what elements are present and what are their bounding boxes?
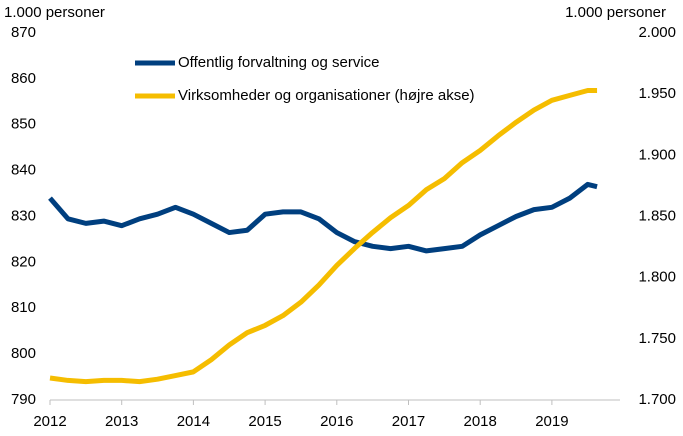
- y-tick-label: 830: [11, 207, 36, 224]
- y2-tick-label: 1.850: [638, 207, 676, 224]
- y-tick-label: 810: [11, 299, 36, 316]
- y2-tick-label: 1.950: [638, 85, 676, 102]
- legend-label: Offentlig forvaltning og service: [178, 54, 380, 71]
- x-tick-label: 2018: [464, 413, 497, 430]
- y-tick-label: 850: [11, 116, 36, 133]
- y-axis-label: 1.000 personer: [4, 4, 105, 21]
- y-tick-label: 800: [11, 345, 36, 362]
- y-tick-label: 870: [11, 24, 36, 41]
- legend-label: Virksomheder og organisationer (højre ak…: [178, 87, 475, 104]
- y-tick-label: 860: [11, 70, 36, 87]
- y-tick-label: 790: [11, 391, 36, 408]
- series-line: [49, 87, 598, 385]
- y2-tick-label: 2.000: [638, 24, 676, 41]
- x-tick-label: 2019: [535, 413, 568, 430]
- x-tick-label: 2015: [248, 413, 281, 430]
- series-line: [48, 181, 598, 254]
- x-tick-label: 2016: [320, 413, 353, 430]
- y2-tick-label: 1.700: [638, 391, 676, 408]
- x-tick-label: 2017: [392, 413, 425, 430]
- x-tick-label: 2013: [105, 413, 138, 430]
- y-tick-label: 820: [11, 253, 36, 270]
- y2-tick-label: 1.900: [638, 146, 676, 163]
- x-tick-label: 2014: [177, 413, 210, 430]
- y-tick-label: 840: [11, 162, 36, 179]
- y2-tick-label: 1.750: [638, 330, 676, 347]
- x-tick-label: 2012: [33, 413, 66, 430]
- y2-axis-label: 1.000 personer: [565, 4, 666, 21]
- y2-tick-label: 1.800: [638, 269, 676, 286]
